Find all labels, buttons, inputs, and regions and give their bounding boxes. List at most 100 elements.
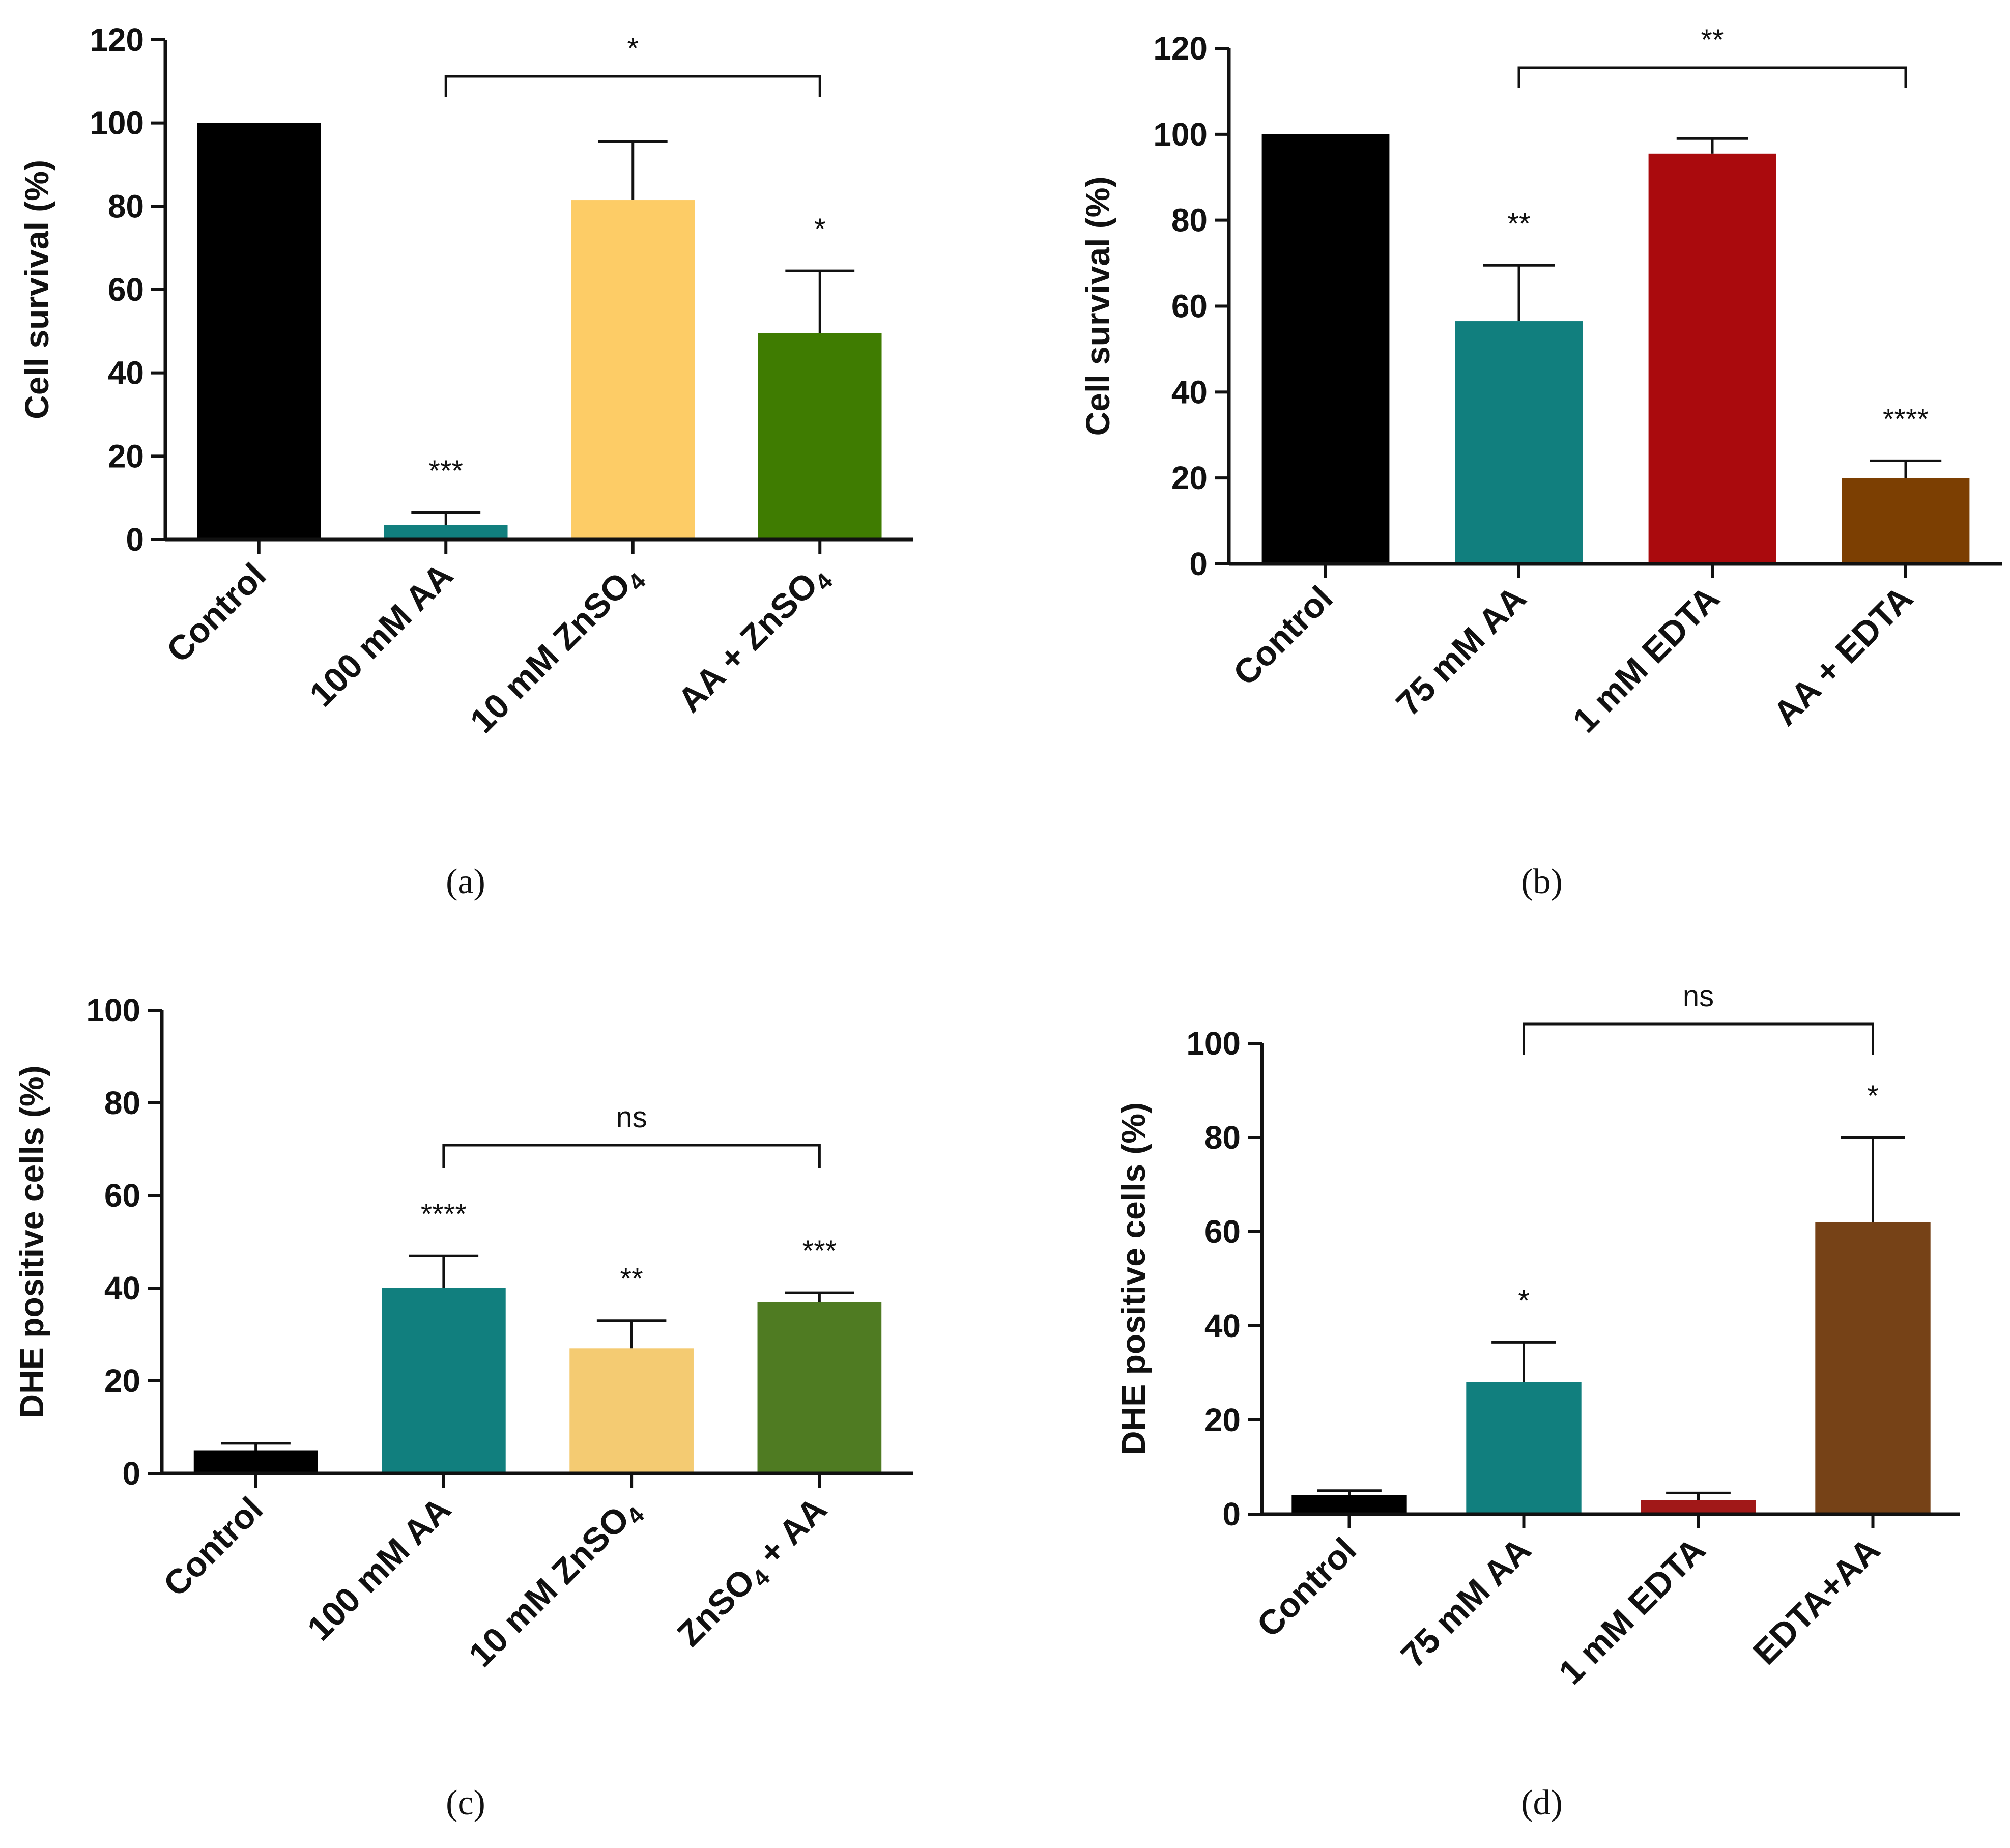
y-tick-label: 0 xyxy=(122,1455,140,1492)
y-tick-label: 100 xyxy=(1153,116,1208,153)
y-tick-label: 60 xyxy=(1171,288,1208,325)
bar xyxy=(1815,1222,1931,1514)
y-tick-label: 100 xyxy=(90,105,144,141)
panel-label: (c) xyxy=(446,1783,485,1823)
x-tick-label: EDTA+AA xyxy=(1746,1530,1888,1672)
y-tick-label: 20 xyxy=(1171,460,1208,496)
bar xyxy=(382,1288,506,1473)
x-tick-label: 75 mM AA xyxy=(1389,579,1533,723)
comparison-bracket xyxy=(442,1144,821,1168)
x-tick-label: 75 mM AA xyxy=(1394,1530,1538,1675)
y-tick-label: 40 xyxy=(104,1270,140,1306)
y-tick-label: 20 xyxy=(1204,1402,1241,1438)
bar xyxy=(571,200,695,539)
y-axis-title: Cell survival (%) xyxy=(18,160,55,419)
x-tick-label-text: AA + ZnSO xyxy=(670,565,825,720)
bar xyxy=(1641,1500,1756,1514)
significance-label: ** xyxy=(1507,207,1530,240)
bar xyxy=(569,1348,694,1473)
y-axis-title: DHE positive cells (%) xyxy=(13,1065,50,1418)
x-tick-label-text: Control xyxy=(156,1490,271,1604)
significance-label: * xyxy=(814,213,826,246)
x-tick-label-text: 75 mM AA xyxy=(1394,1530,1538,1675)
y-tick-label: 40 xyxy=(1171,374,1208,410)
bar xyxy=(1842,478,1970,564)
y-tick-label: 0 xyxy=(1189,546,1208,582)
comparison-bracket xyxy=(1523,1022,1874,1055)
x-tick-label: 100 mM AA xyxy=(302,556,461,714)
bar xyxy=(758,333,882,539)
x-tick-label: Control xyxy=(1226,579,1340,693)
x-tick-label-text: 10 mM ZnSO xyxy=(463,565,638,741)
y-tick-label: 80 xyxy=(104,1085,140,1121)
significance-label: *** xyxy=(428,454,463,488)
significance-label: **** xyxy=(1883,403,1929,436)
significance-label: ** xyxy=(620,1263,643,1296)
panel-label: (d) xyxy=(1521,1783,1563,1823)
x-tick-label-text: Control xyxy=(1249,1530,1364,1645)
x-tick-label: 1 mM EDTA xyxy=(1565,579,1727,740)
panel-label: (b) xyxy=(1521,862,1563,901)
comparison-bracket xyxy=(1517,66,1907,88)
x-tick-label-text: AA + EDTA xyxy=(1766,579,1920,733)
bar xyxy=(1291,1495,1407,1514)
y-tick-label: 60 xyxy=(108,271,144,308)
y-tick-label: 80 xyxy=(1204,1119,1241,1156)
bar xyxy=(757,1302,882,1473)
bar xyxy=(384,525,508,539)
y-tick-label: 60 xyxy=(1204,1213,1241,1250)
bar xyxy=(1466,1382,1582,1514)
significance-label: * xyxy=(1867,1079,1879,1113)
y-tick-label: 60 xyxy=(104,1177,140,1214)
y-tick-label: 120 xyxy=(90,21,144,58)
x-tick-label-text: Control xyxy=(1226,579,1340,693)
bar xyxy=(1648,153,1776,564)
comparison-bracket-label: ns xyxy=(1683,980,1714,1013)
x-tick-label-text: 1 mM EDTA xyxy=(1565,579,1727,740)
panel-label: (a) xyxy=(446,862,485,901)
bar xyxy=(197,123,321,539)
y-tick-label: 20 xyxy=(104,1362,140,1399)
y-axis-title: DHE positive cells (%) xyxy=(1114,1102,1152,1455)
y-tick-label: 120 xyxy=(1153,30,1208,67)
x-tick-label-text: 100 mM AA xyxy=(302,556,461,714)
x-tick-label-text: EDTA+AA xyxy=(1746,1530,1888,1672)
x-tick-label: 1 mM EDTA xyxy=(1552,1530,1713,1692)
x-tick-label-text: Control xyxy=(159,556,274,670)
y-tick-label: 0 xyxy=(1222,1496,1241,1532)
x-tick-label: Control xyxy=(1249,1530,1364,1645)
y-tick-label: 40 xyxy=(108,355,144,391)
y-tick-label: 100 xyxy=(86,992,140,1029)
x-tick-label-text: 100 mM AA xyxy=(300,1490,458,1648)
x-tick-label: AA + EDTA xyxy=(1766,579,1920,733)
bar xyxy=(1455,321,1583,564)
x-tick-label: ZnSO4 + AA xyxy=(670,1490,837,1657)
bar xyxy=(1261,134,1390,564)
significance-label: *** xyxy=(802,1235,837,1268)
chart-panel-d: * * 0 20 40 60 80 100 DHE positive cells (%) Cont… xyxy=(1114,980,1960,1823)
bar xyxy=(193,1450,318,1473)
comparison-bracket-label: * xyxy=(627,32,639,65)
significance-label: * xyxy=(1518,1284,1530,1317)
x-tick-label-text: 10 mM ZnSO xyxy=(462,1499,637,1674)
x-tick-label: Control xyxy=(156,1490,271,1604)
x-tick-label-text: + AA xyxy=(744,1490,834,1579)
x-tick-label-text: 1 mM EDTA xyxy=(1552,1530,1713,1692)
significance-label: **** xyxy=(421,1198,467,1231)
y-tick-label: 0 xyxy=(126,521,144,558)
y-tick-label: 40 xyxy=(1204,1307,1241,1344)
comparison-bracket xyxy=(444,75,821,97)
x-tick-label: 10 mM ZnSO4 xyxy=(462,1490,650,1678)
y-axis-title: Cell survival (%) xyxy=(1079,177,1116,436)
x-tick-label: 100 mM AA xyxy=(300,1490,458,1648)
x-tick-label: Control xyxy=(159,556,274,670)
y-tick-label: 100 xyxy=(1186,1025,1241,1062)
x-tick-label-text: 75 mM AA xyxy=(1389,579,1533,723)
comparison-bracket-label: ns xyxy=(616,1101,647,1134)
x-tick-label: AA + ZnSO4 xyxy=(670,556,838,723)
y-tick-label: 80 xyxy=(108,188,144,224)
